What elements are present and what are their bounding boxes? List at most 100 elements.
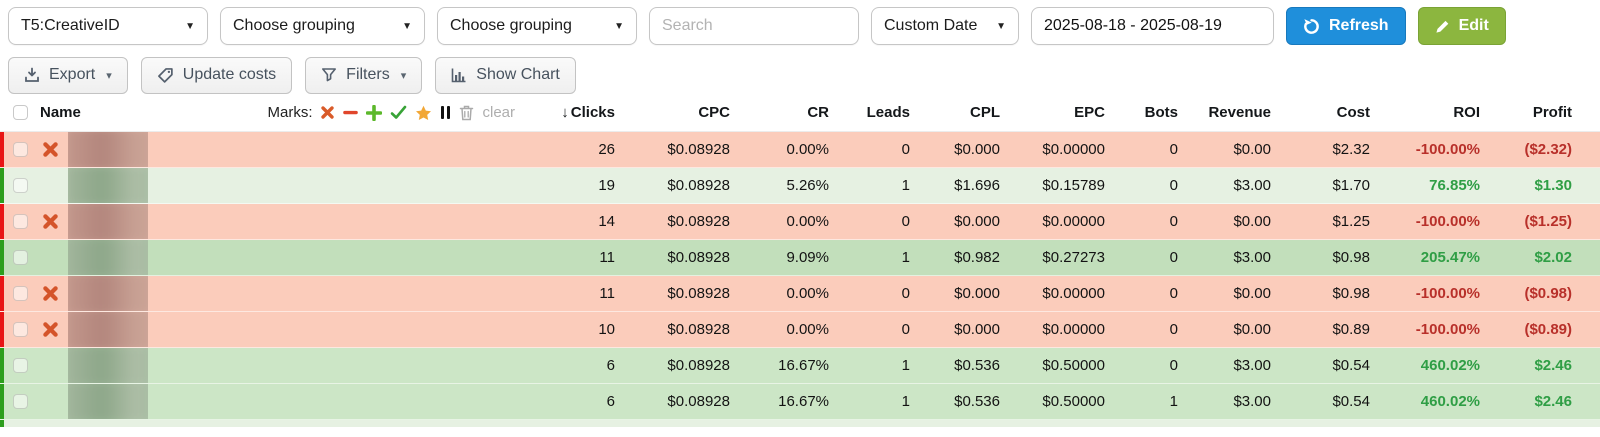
trash-icon-button[interactable] bbox=[459, 105, 474, 121]
cell-bots: 0 bbox=[1169, 141, 1178, 158]
cell-clicks: 6 bbox=[606, 357, 615, 374]
export-button[interactable]: Export ▾ bbox=[8, 56, 128, 94]
table-row[interactable]: 11 $0.08928 9.09% 1 $0.982 $0.27273 0 $3… bbox=[0, 240, 1600, 276]
cell-epc: $0.00000 bbox=[1042, 321, 1105, 338]
chevron-down-icon: ▾ bbox=[106, 69, 112, 82]
x-mark-icon[interactable] bbox=[42, 321, 59, 338]
row-checkbox[interactable] bbox=[12, 394, 28, 409]
cell-cpc: $0.08928 bbox=[667, 285, 730, 302]
marks-clear-button[interactable]: clear bbox=[482, 104, 515, 121]
row-checkbox[interactable] bbox=[12, 286, 28, 301]
row-checkbox[interactable] bbox=[12, 178, 28, 193]
cell-bots: 0 bbox=[1169, 321, 1178, 338]
table-row[interactable]: 10 $0.08928 0.00% 0 $0.000 $0.00000 0 $0… bbox=[0, 312, 1600, 348]
cell-cost: $0.54 bbox=[1332, 393, 1370, 410]
cell-epc: $0.50000 bbox=[1042, 393, 1105, 410]
cell-leads: 0 bbox=[901, 285, 910, 302]
cell-cost: $0.54 bbox=[1332, 357, 1370, 374]
cell-bots: 0 bbox=[1169, 285, 1178, 302]
marks-label: Marks: bbox=[267, 104, 313, 121]
column-header-leads[interactable]: Leads bbox=[866, 104, 910, 121]
cell-roi: 205.47% bbox=[1420, 249, 1480, 266]
column-header-name[interactable]: Name bbox=[40, 104, 81, 121]
date-preset-value: Custom Date bbox=[884, 17, 978, 34]
cell-cpl: $0.000 bbox=[954, 285, 1000, 302]
table-row[interactable]: 11 $0.08928 0.00% 0 $0.000 $0.00000 0 $0… bbox=[0, 276, 1600, 312]
column-header-cpc[interactable]: CPC bbox=[698, 104, 730, 121]
cell-profit: $1.30 bbox=[1534, 177, 1572, 194]
table-row[interactable]: 14 $0.08928 0.00% 0 $0.000 $0.00000 0 $0… bbox=[0, 204, 1600, 240]
grouping-select-3-value: Choose grouping bbox=[450, 17, 572, 34]
column-header-epc[interactable]: EPC bbox=[1074, 104, 1105, 121]
select-all-checkbox[interactable] bbox=[12, 105, 28, 120]
cell-clicks: 11 bbox=[599, 285, 615, 302]
grouping-select-2[interactable]: Choose grouping ▼ bbox=[220, 7, 425, 45]
cell-epc: $0.00000 bbox=[1042, 213, 1105, 230]
actions-toolbar: Export ▾ Update costs Filters ▾ Show Cha… bbox=[0, 46, 1600, 94]
export-label: Export bbox=[49, 66, 96, 83]
x-mark-icon[interactable] bbox=[42, 213, 59, 230]
filters-button[interactable]: Filters ▾ bbox=[305, 56, 423, 94]
star-mark-button[interactable] bbox=[415, 105, 432, 121]
show-chart-button[interactable]: Show Chart bbox=[435, 56, 576, 94]
date-range-input[interactable] bbox=[1031, 7, 1274, 45]
update-costs-button[interactable]: Update costs bbox=[140, 56, 293, 94]
cell-revenue: $3.00 bbox=[1233, 249, 1271, 266]
pause-mark-button[interactable] bbox=[440, 105, 451, 120]
column-header-cost[interactable]: Cost bbox=[1336, 104, 1370, 121]
column-header-clicks[interactable]: ↓ Clicks bbox=[561, 104, 615, 121]
column-header-revenue[interactable]: Revenue bbox=[1208, 104, 1271, 121]
cell-roi: -100.00% bbox=[1415, 285, 1480, 302]
grouping-select-3[interactable]: Choose grouping ▼ bbox=[437, 7, 637, 45]
refresh-button[interactable]: Refresh bbox=[1286, 7, 1406, 45]
column-header-profit[interactable]: Profit bbox=[1532, 104, 1572, 121]
cell-cpc: $0.08928 bbox=[667, 177, 730, 194]
column-header-cr[interactable]: CR bbox=[807, 104, 829, 121]
column-header-bots[interactable]: Bots bbox=[1144, 104, 1178, 121]
cell-roi: -100.00% bbox=[1415, 141, 1480, 158]
x-mark-button[interactable] bbox=[320, 105, 335, 120]
cell-leads: 0 bbox=[901, 213, 910, 230]
cell-cpc: $0.08928 bbox=[667, 141, 730, 158]
row-checkbox[interactable] bbox=[12, 214, 28, 229]
row-checkbox[interactable] bbox=[12, 322, 28, 337]
update-costs-label: Update costs bbox=[182, 66, 277, 83]
grouping-select-1[interactable]: T5:CreativeID ▼ bbox=[8, 7, 208, 45]
cell-cr: 5.26% bbox=[786, 177, 829, 194]
row-checkbox[interactable] bbox=[12, 250, 28, 265]
cell-epc: $0.15789 bbox=[1042, 177, 1105, 194]
bar-chart-icon bbox=[451, 67, 467, 83]
cell-bots: 1 bbox=[1169, 393, 1178, 410]
row-checkbox[interactable] bbox=[12, 358, 28, 373]
table-row[interactable]: 6 $0.08928 16.67% 1 $0.536 $0.50000 0 $3… bbox=[0, 348, 1600, 384]
cell-cost: $0.98 bbox=[1332, 285, 1370, 302]
cell-bots: 0 bbox=[1169, 357, 1178, 374]
blurred-name bbox=[68, 132, 148, 167]
status-stripe bbox=[0, 348, 4, 383]
cell-leads: 0 bbox=[901, 141, 910, 158]
date-preset-select[interactable]: Custom Date ▼ bbox=[871, 7, 1019, 45]
row-checkbox[interactable] bbox=[12, 142, 28, 157]
table-row[interactable]: 6 $0.08928 16.67% 1 $0.536 $0.50000 1 $3… bbox=[0, 384, 1600, 420]
table-row[interactable]: 26 $0.08928 0.00% 0 $0.000 $0.00000 0 $0… bbox=[0, 132, 1600, 168]
status-stripe bbox=[0, 276, 4, 311]
column-header-roi[interactable]: ROI bbox=[1453, 104, 1480, 121]
cell-cr: 0.00% bbox=[786, 285, 829, 302]
cell-profit: ($1.25) bbox=[1524, 213, 1572, 230]
cell-cpl: $0.000 bbox=[954, 321, 1000, 338]
search-input[interactable] bbox=[649, 7, 859, 45]
dropdown-arrow-icon: ▼ bbox=[402, 20, 412, 32]
cell-revenue: $0.00 bbox=[1233, 141, 1271, 158]
cell-leads: 0 bbox=[901, 321, 910, 338]
minus-mark-button[interactable] bbox=[343, 105, 359, 120]
x-mark-icon[interactable] bbox=[42, 285, 59, 302]
check-mark-button[interactable] bbox=[390, 105, 407, 120]
plus-mark-button[interactable] bbox=[366, 104, 383, 121]
cell-cost: $0.98 bbox=[1332, 249, 1370, 266]
edit-button[interactable]: Edit bbox=[1417, 7, 1506, 45]
dropdown-arrow-icon: ▼ bbox=[185, 20, 195, 32]
cell-cr: 9.09% bbox=[786, 249, 829, 266]
table-row[interactable]: 19 $0.08928 5.26% 1 $1.696 $0.15789 0 $3… bbox=[0, 168, 1600, 204]
x-mark-icon[interactable] bbox=[42, 141, 59, 158]
column-header-cpl[interactable]: CPL bbox=[970, 104, 1000, 121]
